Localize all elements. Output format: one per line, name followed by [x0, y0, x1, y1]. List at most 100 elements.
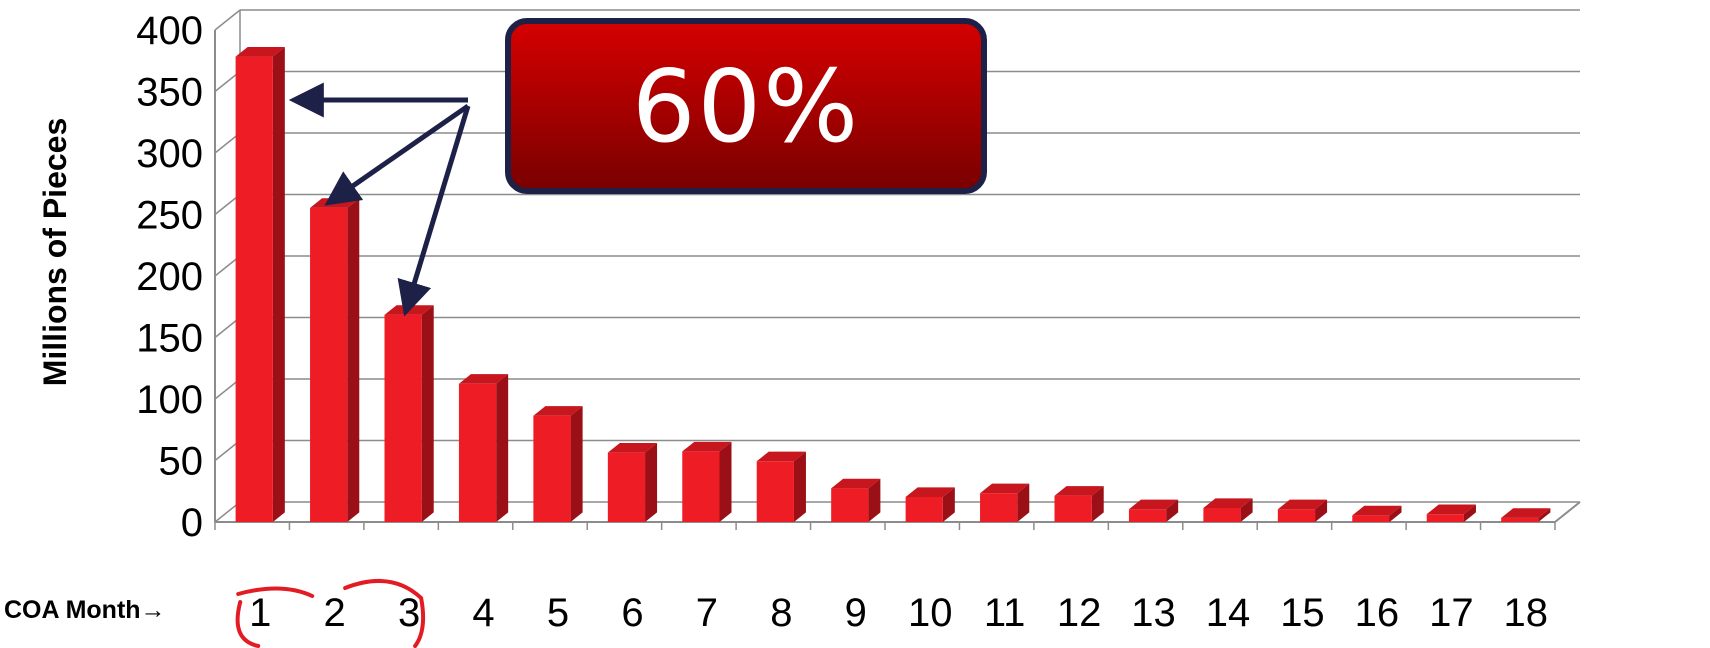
bar-front: [905, 496, 943, 522]
y-tick-label: 300: [136, 132, 203, 176]
bar-side: [1463, 504, 1476, 522]
x-tick-label: 1: [249, 591, 271, 635]
x-axis-label: COA Month→: [4, 596, 166, 624]
x-tick-label: 7: [696, 591, 718, 635]
bar-side: [793, 451, 806, 522]
bar-side: [347, 198, 360, 523]
bar: [1203, 498, 1253, 522]
x-tick-label: 2: [324, 591, 346, 635]
bar-top: [980, 483, 1030, 494]
x-tick-label: 3: [398, 591, 420, 635]
y-tick-label: 0: [181, 501, 203, 545]
x-tick-label: 13: [1131, 591, 1176, 635]
bar: [235, 47, 285, 522]
bar: [1277, 499, 1328, 522]
annotation-circle: [235, 600, 261, 648]
bar-top: [1352, 505, 1402, 516]
bar-side: [1017, 483, 1030, 522]
bar-side: [496, 374, 509, 522]
bar: [607, 443, 658, 522]
callout-text: 60%: [631, 47, 861, 165]
gridline-slant: [214, 9, 241, 31]
bar: [533, 406, 583, 522]
bar-side: [1538, 508, 1551, 522]
annotation-arrows: [288, 82, 471, 317]
bar-side: [1315, 499, 1328, 522]
bar-front: [1054, 495, 1092, 522]
bar-front: [458, 383, 497, 522]
bar-front: [1203, 508, 1241, 522]
bar: [682, 441, 732, 522]
annotation-circle: [343, 578, 426, 648]
bar-top: [458, 374, 509, 384]
bar-top: [682, 441, 732, 452]
bar: [756, 451, 806, 522]
y-tick-label: 150: [136, 317, 203, 361]
bar-front: [310, 207, 348, 522]
x-tick-label: 17: [1429, 591, 1474, 635]
bar-top: [235, 47, 285, 57]
bar-side: [272, 47, 285, 522]
bar: [831, 478, 881, 522]
bar: [1352, 505, 1402, 522]
bar-front: [980, 493, 1018, 522]
annotation-arrow: [397, 105, 471, 317]
bar-side: [719, 441, 732, 522]
bar: [458, 374, 509, 522]
bar-front: [682, 451, 720, 522]
y-tick-label: 100: [136, 378, 203, 422]
x-tick-label: 6: [621, 591, 643, 635]
bar-side: [1389, 505, 1402, 522]
bar-side: [421, 305, 434, 522]
x-tick-label: 15: [1280, 591, 1325, 635]
bar-front: [1128, 509, 1167, 522]
bar-side: [570, 406, 583, 522]
bar-front: [1277, 509, 1316, 522]
bar-front: [1426, 514, 1464, 522]
bars: [235, 47, 1551, 523]
bar-front: [235, 56, 273, 522]
annotation-circles: [235, 578, 426, 648]
x-tick-label: 9: [845, 591, 867, 635]
bar-top: [756, 451, 806, 462]
y-tick-label: 200: [136, 255, 203, 299]
bar-top: [1426, 504, 1476, 515]
bar-top: [1054, 486, 1104, 496]
bar-front: [533, 415, 571, 522]
bar-front: [1501, 517, 1539, 522]
floor-right-edge: [1554, 501, 1581, 523]
bar-front: [831, 488, 869, 522]
bar-side: [942, 487, 955, 522]
bar-side: [1091, 486, 1104, 522]
x-tick-label: 18: [1504, 591, 1549, 635]
bar-front: [1352, 515, 1390, 522]
bar: [1128, 499, 1179, 522]
bar-top: [1501, 508, 1551, 518]
bar-side: [645, 443, 658, 522]
bar-front: [756, 461, 794, 522]
y-tick-label: 50: [159, 440, 204, 484]
bar-front: [384, 314, 422, 522]
x-tick-label: 12: [1057, 591, 1102, 635]
y-tick-label: 400: [136, 9, 203, 53]
x-tick-label: 8: [770, 591, 792, 635]
bar: [310, 198, 360, 523]
x-tick-label: 10: [908, 591, 953, 635]
bar-side: [868, 478, 881, 522]
bar-top: [607, 443, 658, 453]
bar: [384, 305, 434, 522]
bar: [905, 487, 955, 522]
bar-top: [533, 406, 583, 416]
x-tick-label: 11: [984, 591, 1026, 635]
x-tick-label: 14: [1206, 591, 1251, 635]
bar-top: [1277, 499, 1328, 510]
bar-top: [831, 478, 881, 489]
y-axis-label: Millions of Pieces: [37, 118, 73, 387]
bar-front: [607, 452, 646, 522]
x-tick-labels: 1 2 3 4 5 6 7 8 9 10 11 12 13 14 15 16 17 18: [249, 591, 1548, 635]
x-tick-label: 16: [1355, 591, 1400, 635]
axes: [214, 30, 1581, 530]
bar-top: [1203, 498, 1253, 509]
y-tick-label: 350: [136, 71, 203, 115]
bar: [1501, 508, 1551, 522]
